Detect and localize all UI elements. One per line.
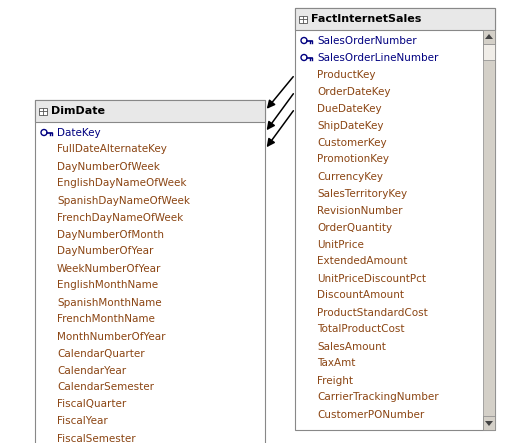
Text: CalendarYear: CalendarYear xyxy=(57,365,126,376)
Bar xyxy=(299,16,307,23)
Text: OrderDateKey: OrderDateKey xyxy=(317,86,391,97)
Text: WeekNumberOfYear: WeekNumberOfYear xyxy=(57,264,161,273)
Text: SalesTerritoryKey: SalesTerritoryKey xyxy=(317,189,407,198)
Bar xyxy=(295,8,495,30)
Text: TotalProductCost: TotalProductCost xyxy=(317,325,405,334)
Text: DayNumberOfYear: DayNumberOfYear xyxy=(57,246,153,256)
Text: ShipDateKey: ShipDateKey xyxy=(317,120,383,131)
Text: FiscalYear: FiscalYear xyxy=(57,416,108,427)
Text: FiscalQuarter: FiscalQuarter xyxy=(57,400,126,409)
Bar xyxy=(35,100,265,122)
Text: DimDate: DimDate xyxy=(51,106,105,116)
Text: FrenchDayNameOfWeek: FrenchDayNameOfWeek xyxy=(57,213,183,222)
Text: TaxAmt: TaxAmt xyxy=(317,358,355,369)
Text: CustomerKey: CustomerKey xyxy=(317,137,387,148)
Bar xyxy=(483,44,495,60)
Text: CalendarSemester: CalendarSemester xyxy=(57,382,154,392)
Text: FullDateAlternateKey: FullDateAlternateKey xyxy=(57,144,167,155)
Text: EnglishMonthName: EnglishMonthName xyxy=(57,280,158,291)
Text: DayNumberOfMonth: DayNumberOfMonth xyxy=(57,229,164,240)
Text: FiscalSemester: FiscalSemester xyxy=(57,434,136,443)
Text: UnitPriceDiscountPct: UnitPriceDiscountPct xyxy=(317,273,426,284)
Text: DateKey: DateKey xyxy=(57,128,101,137)
Text: ProductKey: ProductKey xyxy=(317,70,376,79)
Text: CustomerPONumber: CustomerPONumber xyxy=(317,409,424,420)
Text: DayNumberOfWeek: DayNumberOfWeek xyxy=(57,162,160,171)
Text: DueDateKey: DueDateKey xyxy=(317,104,381,113)
Polygon shape xyxy=(485,421,493,426)
Bar xyxy=(483,416,495,430)
Text: ExtendedAmount: ExtendedAmount xyxy=(317,256,408,267)
Text: CarrierTrackingNumber: CarrierTrackingNumber xyxy=(317,392,438,403)
Text: UnitPrice: UnitPrice xyxy=(317,240,364,249)
Text: MonthNumberOfYear: MonthNumberOfYear xyxy=(57,331,166,342)
Text: FactInternetSales: FactInternetSales xyxy=(311,14,421,24)
Bar xyxy=(483,30,495,44)
Bar xyxy=(295,8,495,430)
Text: EnglishDayNameOfWeek: EnglishDayNameOfWeek xyxy=(57,179,187,189)
Text: SalesOrderLineNumber: SalesOrderLineNumber xyxy=(317,53,438,62)
Text: FrenchMonthName: FrenchMonthName xyxy=(57,315,155,325)
Text: RevisionNumber: RevisionNumber xyxy=(317,206,402,215)
Text: PromotionKey: PromotionKey xyxy=(317,155,389,164)
Text: SalesOrderNumber: SalesOrderNumber xyxy=(317,35,417,46)
Bar xyxy=(483,30,495,430)
Bar xyxy=(39,108,47,114)
Text: CalendarQuarter: CalendarQuarter xyxy=(57,349,144,358)
Text: SalesAmount: SalesAmount xyxy=(317,342,386,351)
Text: CurrencyKey: CurrencyKey xyxy=(317,171,383,182)
Text: Freight: Freight xyxy=(317,376,353,385)
Bar xyxy=(35,100,265,443)
Text: SpanishMonthName: SpanishMonthName xyxy=(57,298,161,307)
Text: DiscountAmount: DiscountAmount xyxy=(317,291,404,300)
Text: ProductStandardCost: ProductStandardCost xyxy=(317,307,428,318)
Polygon shape xyxy=(485,34,493,39)
Text: OrderQuantity: OrderQuantity xyxy=(317,222,392,233)
Text: SpanishDayNameOfWeek: SpanishDayNameOfWeek xyxy=(57,195,190,206)
